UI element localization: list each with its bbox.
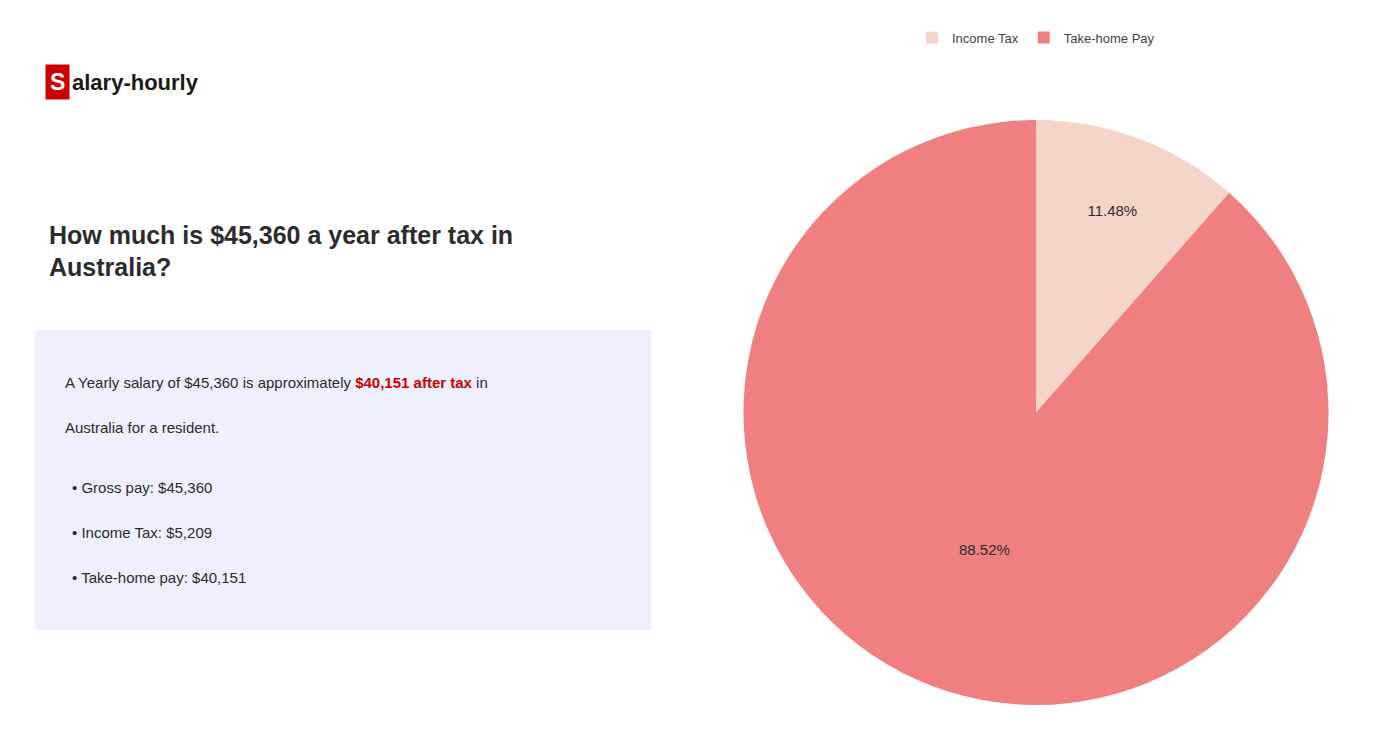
svg-text:• Income Tax: $5,209: • Income Tax: $5,209 [72, 524, 212, 541]
svg-text:11.48%: 11.48% [1087, 202, 1137, 219]
svg-text:S: S [50, 69, 65, 95]
svg-text:How much is $45,360 a year aft: How much is $45,360 a year after tax inA… [49, 221, 513, 282]
svg-text:A Yearly salary of $45,360 is: A Yearly salary of $45,360 is approximat… [65, 374, 488, 391]
svg-text:Take-home Pay: Take-home Pay [1064, 31, 1155, 46]
svg-text:Australia for a resident.: Australia for a resident. [65, 419, 219, 436]
svg-text:alary-hourly: alary-hourly [72, 70, 199, 95]
svg-text:Income Tax: Income Tax [952, 31, 1019, 46]
svg-text:• Gross pay: $45,360: • Gross pay: $45,360 [72, 479, 212, 496]
svg-text:• Take-home pay: $40,151: • Take-home pay: $40,151 [72, 569, 246, 586]
svg-text:88.52%: 88.52% [959, 541, 1010, 558]
